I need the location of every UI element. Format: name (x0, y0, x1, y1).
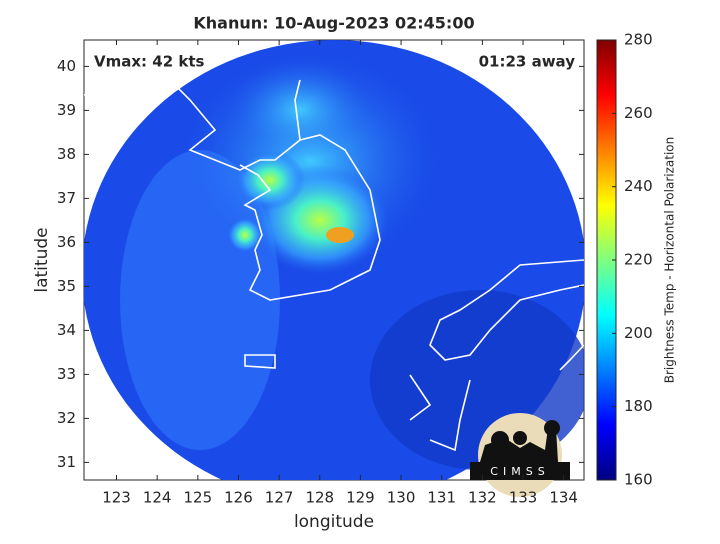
y-tick-label: 38 (57, 145, 76, 163)
x-axis-label: longitude (294, 512, 374, 532)
logo-text: CIMSS (490, 465, 549, 478)
y-tick-label: 34 (57, 321, 76, 339)
colorbar-tick-label: 280 (624, 31, 653, 49)
y-tick-label: 36 (57, 233, 76, 251)
y-tick-label: 32 (57, 409, 76, 427)
y-tick-label: 37 (57, 189, 76, 207)
colorbar-tick-label: 200 (624, 324, 653, 342)
colorbar-label: Brightness Temp - Horizontal Polarizatio… (663, 137, 677, 384)
x-tick-label: 127 (265, 489, 294, 507)
satellite-image (84, 40, 584, 480)
x-tick-label: 134 (549, 489, 578, 507)
y-tick-label: 40 (57, 57, 76, 75)
y-tick-label: 35 (57, 277, 76, 295)
x-tick-label: 123 (102, 489, 131, 507)
colorbar-tick-label: 220 (624, 251, 653, 269)
logo: CIMSS (470, 413, 570, 497)
x-tick-label: 130 (387, 489, 416, 507)
chart-title: Khanun: 10-Aug-2023 02:45:00 (193, 14, 474, 33)
y-tick-label: 33 (57, 365, 76, 383)
y-tick-label: 31 (57, 453, 76, 471)
x-tick-label: 126 (224, 489, 253, 507)
x-tick-label: 133 (509, 489, 538, 507)
annotation: Vmax: 42 kts (94, 53, 204, 71)
colorbar-tick-label: 160 (624, 471, 653, 489)
y-axis-label: latitude (32, 227, 52, 292)
x-tick-label: 132 (468, 489, 497, 507)
x-tick-label: 129 (346, 489, 375, 507)
colorbar-tick-label: 260 (624, 104, 653, 122)
y-tick-label: 39 (57, 101, 76, 119)
colorbar-tick-label: 180 (624, 397, 653, 415)
x-tick-label: 124 (143, 489, 172, 507)
annotation: 01:23 away (479, 53, 576, 71)
x-tick-label: 131 (427, 489, 456, 507)
colorbar-tick-label: 240 (624, 177, 653, 195)
x-tick-label: 125 (184, 489, 213, 507)
x-tick-label: 128 (305, 489, 334, 507)
